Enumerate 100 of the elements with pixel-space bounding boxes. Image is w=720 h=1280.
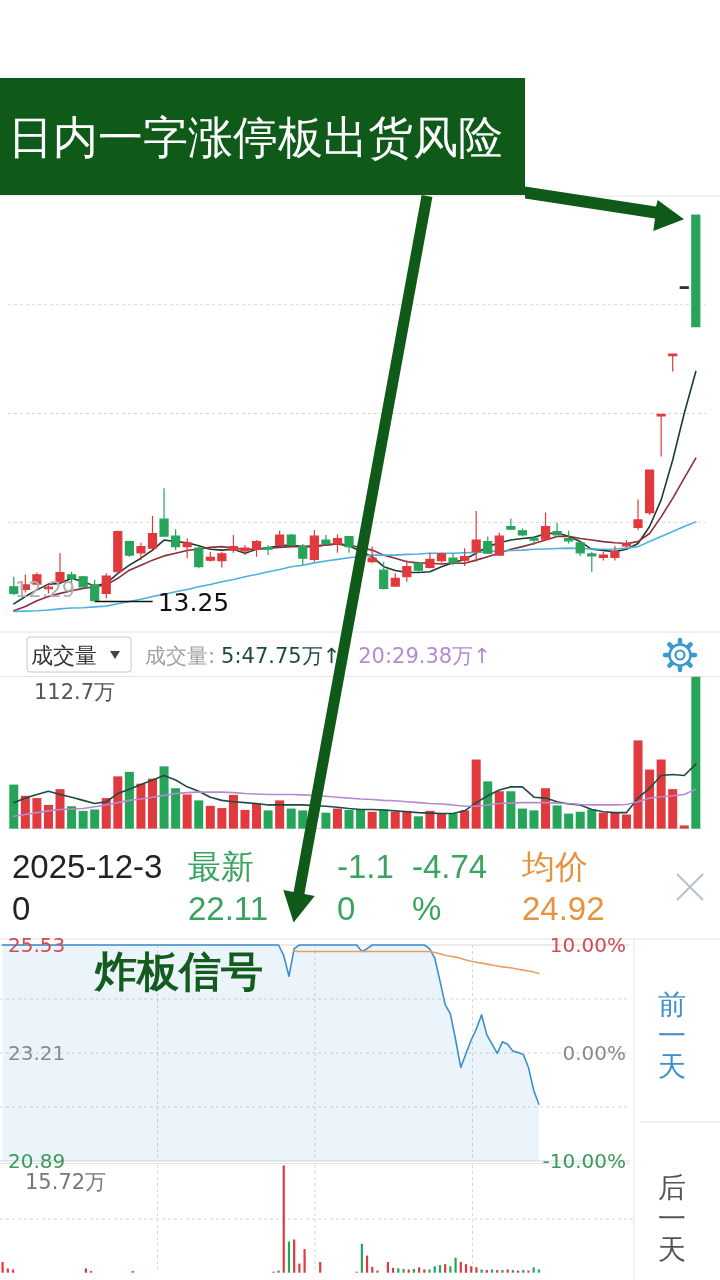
bar (376, 1270, 379, 1273)
bar (43, 804, 53, 829)
candlestick (275, 530, 285, 547)
candlestick (413, 561, 423, 573)
candlestick (113, 530, 123, 574)
candlestick (402, 559, 412, 583)
candlestick (182, 537, 192, 559)
bar (392, 1267, 395, 1273)
candlestick (564, 530, 574, 545)
candlestick (367, 546, 377, 564)
text: 后一天 (658, 1171, 686, 1266)
bar (287, 1241, 291, 1273)
bar (522, 1270, 525, 1273)
candlestick (598, 551, 608, 562)
bar (529, 810, 539, 829)
y2-tick-label: -10.00% (542, 1149, 626, 1173)
bar (321, 812, 331, 829)
bar (55, 789, 65, 829)
candlestick (460, 547, 470, 567)
candlestick (644, 469, 655, 516)
bar (84, 1268, 88, 1273)
candlestick (136, 542, 146, 561)
bar (564, 813, 574, 829)
candlestick (436, 552, 447, 564)
bar (449, 1266, 452, 1273)
text: 日内一字涨停板出货风险 (8, 111, 503, 164)
bar (124, 771, 134, 829)
bar (413, 816, 423, 829)
bar (277, 1270, 280, 1273)
bar (67, 806, 77, 829)
bar (483, 781, 493, 829)
candlestick (171, 528, 181, 551)
text: 24.92 (522, 889, 606, 929)
bar (506, 1269, 509, 1273)
candlestick (448, 552, 458, 566)
text: 22.11 (188, 889, 270, 929)
bar (423, 1269, 426, 1273)
bar (344, 809, 354, 829)
text: 均价 (522, 847, 589, 887)
candlestick (286, 533, 296, 547)
bar (148, 778, 157, 829)
bar (438, 1265, 442, 1273)
bar (552, 805, 562, 829)
bar (293, 1239, 296, 1273)
annotation: 13.25 (157, 587, 230, 617)
bar (275, 800, 285, 829)
line-series (293, 950, 540, 975)
bar (471, 759, 481, 829)
bar (205, 805, 215, 829)
bar (433, 1266, 436, 1273)
bar (402, 810, 412, 829)
bar (575, 811, 585, 829)
bar (332, 808, 342, 829)
candlestick (552, 522, 562, 536)
bar (454, 1257, 457, 1273)
candlestick (587, 551, 597, 573)
bar (9, 784, 19, 829)
bar (448, 813, 458, 829)
bar (1, 1261, 4, 1273)
y-tick-label: 20.89 (8, 1149, 66, 1173)
bar (360, 1243, 363, 1273)
annotation: 112.7万 (34, 680, 116, 704)
bar (159, 766, 169, 829)
text: 前一天 (658, 988, 686, 1083)
candlestick (621, 539, 632, 548)
bar (263, 810, 273, 829)
bar (610, 812, 620, 829)
candlestick (668, 353, 678, 373)
bar (496, 1270, 499, 1273)
candlestick (517, 527, 528, 537)
candlestick (309, 529, 319, 563)
bar (517, 808, 527, 829)
bar (379, 809, 389, 829)
annotation: 炸板信号 (93, 947, 263, 996)
text: 2025-12-30 (12, 847, 164, 929)
bar (303, 1249, 306, 1273)
bar (444, 1264, 447, 1273)
bar (679, 825, 689, 829)
bar (418, 1267, 421, 1273)
bar (252, 803, 262, 829)
candlestick (124, 540, 134, 558)
candlestick (101, 572, 111, 600)
bar (113, 776, 123, 829)
candlestick (263, 544, 273, 556)
candlestick (506, 517, 516, 531)
candlestick (610, 545, 620, 562)
bar (136, 783, 146, 829)
bar (402, 1268, 405, 1273)
candlestick (494, 532, 504, 557)
bar (464, 1264, 468, 1273)
bar (171, 788, 181, 829)
bar (182, 794, 192, 829)
bar (437, 814, 446, 829)
bar (356, 809, 366, 829)
candlestick (679, 286, 689, 290)
bar (656, 759, 666, 829)
candlestick (379, 561, 389, 591)
candlestick (529, 535, 539, 546)
bar (428, 1269, 431, 1273)
bar (194, 800, 204, 829)
